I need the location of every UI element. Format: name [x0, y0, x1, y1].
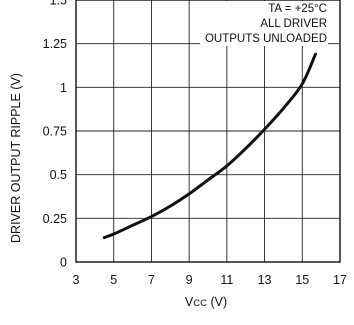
series-line — [102, 52, 317, 240]
x-axis-title-main: V — [185, 295, 194, 309]
y-tick-label: 1.5 — [50, 0, 67, 8]
plot-frame — [75, 0, 341, 263]
x-tick-label: 5 — [110, 273, 117, 287]
x-tick-label: 3 — [73, 273, 80, 287]
y-tick-label: 0 — [60, 256, 67, 270]
x-tick-label: 11 — [220, 273, 233, 287]
x-axis-title-sub: CC — [193, 298, 207, 309]
x-axis-title-unit: (V) — [207, 295, 227, 309]
x-axis: 3 5 7 9 11 13 15 17 — [73, 273, 347, 287]
y-axis-title: DRIVER OUTPUT RIPPLE (V) — [9, 73, 23, 243]
x-tick-label: 9 — [186, 273, 193, 287]
x-tick-label: 7 — [148, 273, 155, 287]
x-tick-label: 13 — [258, 273, 272, 287]
annotation-line-3: OUTPUTS UNLOADED — [205, 33, 327, 45]
x-axis-title: VCC (V) — [185, 295, 227, 309]
annotation-line-1: TA = +25°C — [268, 3, 327, 15]
y-tick-label: 1 — [60, 81, 67, 95]
annotation-line-2: ALL DRIVER — [260, 18, 327, 30]
x-tick-label: 15 — [295, 273, 309, 287]
y-tick-label: 0.75 — [43, 125, 67, 139]
y-tick-label: 0.5 — [50, 168, 67, 182]
annotation-box — [200, 1, 328, 46]
y-tick-label: 1.25 — [43, 37, 67, 51]
y-tick-label: 0.25 — [43, 212, 67, 226]
y-axis: 0 0.25 0.5 0.75 1 1.25 1.5 — [43, 0, 67, 270]
x-tick-label: 17 — [333, 273, 347, 287]
